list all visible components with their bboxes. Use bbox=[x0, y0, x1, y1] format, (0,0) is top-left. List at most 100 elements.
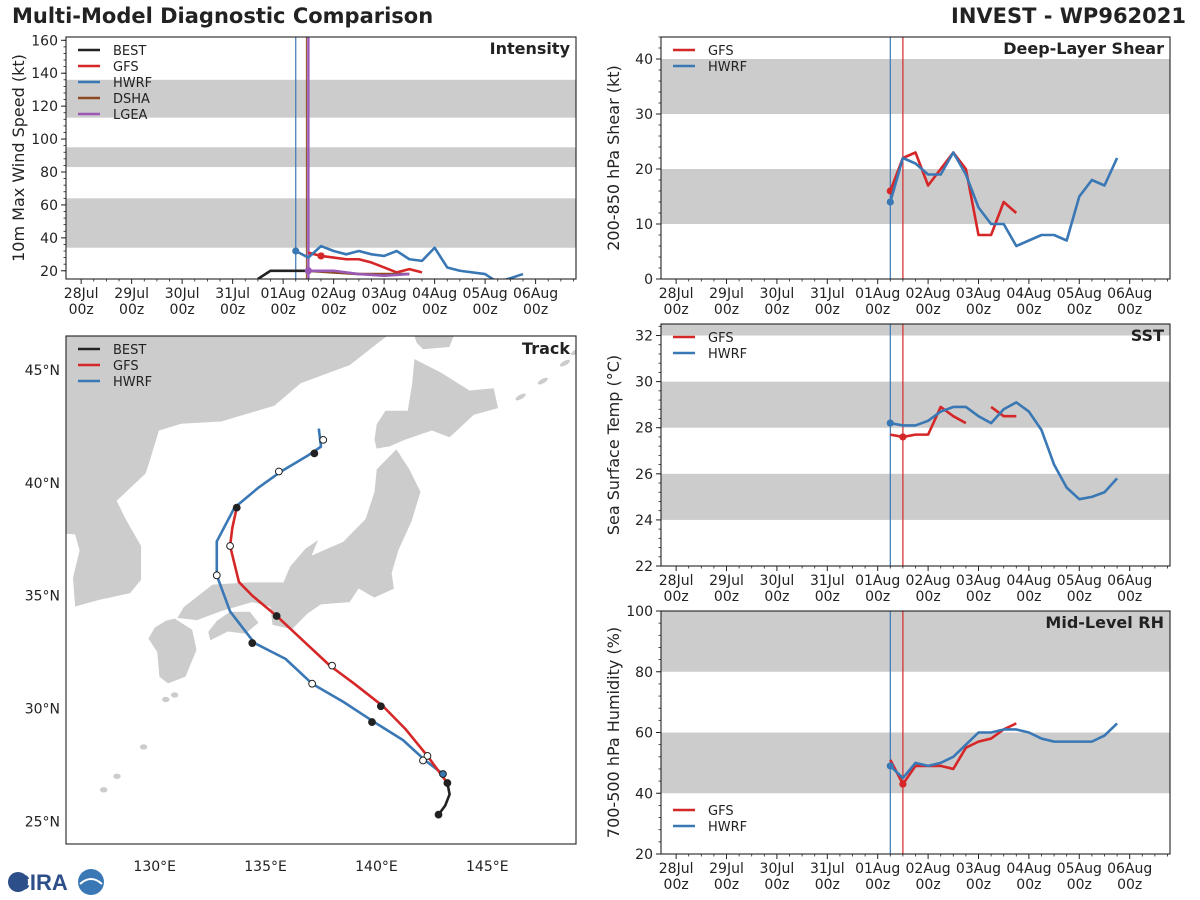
map-lon-label: 135°E bbox=[244, 859, 287, 875]
x-tick-label-day: 05Aug bbox=[463, 286, 508, 302]
x-tick-label-hour: 00z bbox=[69, 302, 94, 318]
x-tick-label-day: 05Aug bbox=[1057, 573, 1102, 589]
landmass-small-island bbox=[99, 786, 108, 794]
y-tick-label: 60 bbox=[40, 198, 58, 214]
shade-band bbox=[661, 381, 1170, 428]
figure-title: Multi-Model Diagnostic Comparison bbox=[12, 4, 434, 28]
legend-label-dsha: DSHA bbox=[113, 92, 150, 107]
landmass-kuril-island bbox=[514, 392, 527, 401]
x-tick-label-hour: 00z bbox=[473, 302, 498, 318]
y-tick-label: 160 bbox=[31, 33, 58, 49]
y-tick-label: 0 bbox=[644, 272, 653, 288]
y-tick-label: 24 bbox=[635, 513, 653, 529]
x-tick-label-hour: 00z bbox=[1016, 589, 1041, 605]
x-tick-label-day: 04Aug bbox=[1006, 861, 1051, 877]
plot-frame bbox=[65, 335, 577, 845]
panel-title: Intensity bbox=[490, 39, 571, 58]
x-tick-label-hour: 00z bbox=[865, 302, 890, 318]
shade-band bbox=[661, 324, 1170, 336]
x-tick-label-day: 04Aug bbox=[1006, 286, 1051, 302]
series-start-point-hwrf bbox=[886, 762, 894, 770]
shade-band bbox=[661, 59, 1170, 114]
map-lon-label: 140°E bbox=[355, 859, 398, 875]
landmass-kuril-island bbox=[537, 377, 549, 386]
x-tick-label-hour: 00z bbox=[916, 589, 941, 605]
track-line-hwrf bbox=[215, 428, 444, 776]
x-tick-label-day: 01Aug bbox=[855, 861, 900, 877]
legend-label-best: BEST bbox=[113, 343, 146, 358]
landmass-mainland bbox=[66, 336, 389, 608]
series-line-hwrf bbox=[889, 722, 1118, 780]
map-lat-label: 30°N bbox=[25, 702, 60, 718]
landmass-small-island bbox=[112, 772, 122, 780]
x-tick-label-hour: 00z bbox=[815, 302, 840, 318]
y-tick-label: 22 bbox=[635, 559, 653, 575]
x-tick-label-hour: 00z bbox=[170, 302, 195, 318]
track-marker-gfs bbox=[232, 503, 241, 512]
x-tick-label-day: 28Jul bbox=[659, 573, 694, 589]
track-marker-hwrf bbox=[439, 770, 447, 778]
x-tick-label-day: 31Jul bbox=[810, 861, 845, 877]
panel-title: Track bbox=[522, 339, 570, 358]
x-tick-label-day: 28Jul bbox=[659, 286, 694, 302]
x-tick-label-hour: 00z bbox=[1117, 589, 1142, 605]
y-tick-label: 30 bbox=[635, 107, 653, 123]
series-line-best bbox=[257, 269, 309, 279]
map-lat-label: 25°N bbox=[25, 814, 60, 830]
x-tick-label-day: 02Aug bbox=[906, 286, 951, 302]
cira-logo-globe-icon bbox=[8, 872, 28, 892]
x-tick-label-day: 04Aug bbox=[1006, 573, 1051, 589]
x-tick-label-hour: 00z bbox=[966, 302, 991, 318]
map-lat-label: 40°N bbox=[25, 476, 60, 492]
storm-id-title: INVEST - WP962021 bbox=[951, 4, 1186, 28]
x-tick-label-hour: 00z bbox=[220, 302, 245, 318]
x-tick-label-day: 31Jul bbox=[810, 286, 845, 302]
panel-track: Track 130°E 135°E 140°E 145°E 25°N 30°N 35°N 40°… bbox=[25, 335, 577, 875]
panel-rh: 2040608010028Jul00z29Jul00z30Jul00z31Jul… bbox=[604, 604, 1171, 893]
panel-shear: 01020304028Jul00z29Jul00z30Jul00z31Jul00… bbox=[604, 36, 1171, 318]
track-marker-gfs bbox=[328, 661, 336, 670]
x-tick-label-day: 28Jul bbox=[64, 286, 99, 302]
x-tick-label-hour: 00z bbox=[815, 877, 840, 893]
x-tick-label-day: 30Jul bbox=[760, 286, 795, 302]
landmass-kuril-island bbox=[559, 359, 571, 368]
x-tick-label-hour: 00z bbox=[1067, 589, 1092, 605]
track-marker-hwrf bbox=[310, 449, 319, 458]
panel-title: SST bbox=[1131, 326, 1164, 345]
y-tick-label: 40 bbox=[40, 231, 58, 247]
y-tick-label: 10 bbox=[635, 217, 653, 233]
x-tick-label-hour: 00z bbox=[966, 877, 991, 893]
x-tick-label-hour: 00z bbox=[815, 589, 840, 605]
x-tick-label-hour: 00z bbox=[1117, 877, 1142, 893]
y-tick-label: 28 bbox=[635, 421, 653, 437]
legend-label-hwrf: HWRF bbox=[113, 76, 152, 91]
x-tick-label-day: 30Jul bbox=[760, 861, 795, 877]
x-tick-label-day: 02Aug bbox=[906, 573, 951, 589]
y-tick-label: 80 bbox=[40, 165, 58, 181]
landmass-small-island bbox=[139, 743, 148, 751]
x-tick-label-hour: 00z bbox=[422, 302, 447, 318]
x-tick-label-hour: 00z bbox=[664, 589, 689, 605]
cira-logo-seal-icon bbox=[78, 869, 104, 895]
x-tick-label-day: 05Aug bbox=[1057, 861, 1102, 877]
x-tick-label-day: 01Aug bbox=[855, 573, 900, 589]
series-start-point-gfs bbox=[317, 252, 325, 260]
track-marker-hwrf bbox=[419, 756, 427, 765]
x-tick-label-hour: 00z bbox=[119, 302, 144, 318]
x-tick-label-day: 29Jul bbox=[709, 286, 744, 302]
y-axis-label: Sea Surface Temp (°C) bbox=[604, 355, 623, 535]
x-tick-label-hour: 00z bbox=[865, 877, 890, 893]
shade-band bbox=[66, 198, 576, 248]
track-marker-best bbox=[443, 779, 452, 787]
x-tick-label-hour: 00z bbox=[664, 302, 689, 318]
series-start-point-hwrf bbox=[886, 419, 894, 427]
x-tick-label-day: 01Aug bbox=[261, 286, 306, 302]
cira-logo: CIRA bbox=[8, 869, 104, 895]
legend-label-best: BEST bbox=[113, 44, 146, 59]
x-tick-label-hour: 00z bbox=[1016, 302, 1041, 318]
y-axis-label: 10m Max Wind Speed (kt) bbox=[9, 54, 28, 262]
x-tick-label-hour: 00z bbox=[966, 589, 991, 605]
legend-label-gfs: GFS bbox=[113, 359, 139, 374]
x-tick-label-day: 06Aug bbox=[1107, 861, 1152, 877]
